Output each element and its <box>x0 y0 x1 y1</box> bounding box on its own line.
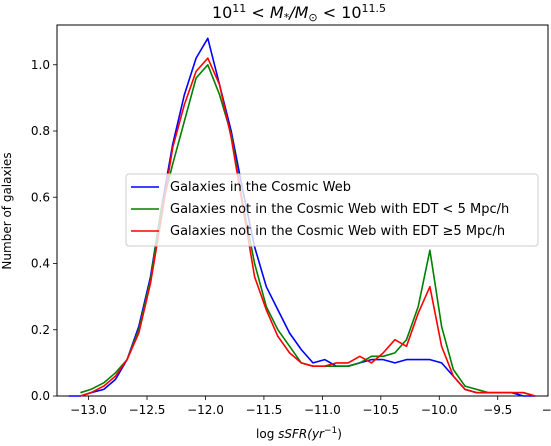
title-exponent: 11 <box>232 2 246 15</box>
legend-label-cosmic-web: Galaxies in the Cosmic Web <box>170 180 351 195</box>
plot-area-frame <box>56 24 549 397</box>
x-axis-title-exponent: −1 <box>324 426 337 436</box>
legend-label-not-cosmic-web-far: Galaxies not in the Cosmic Web with EDT … <box>170 224 505 239</box>
x-axis-title: log sSFR(yr−1) <box>256 426 342 441</box>
legend: Galaxies in the Cosmic Web Galaxies not … <box>125 173 539 247</box>
title-exponent: 11.5 <box>362 2 387 15</box>
title-part: < M <box>246 3 284 22</box>
title-part: < 10 <box>318 3 362 22</box>
x-tick-label: −10.0 <box>421 403 458 417</box>
y-axis-title: Number of galaxies <box>0 152 14 269</box>
title-subscript: * <box>284 11 290 24</box>
y-tick-label: 0.8 <box>31 124 50 138</box>
title-part: 10 <box>212 3 232 22</box>
title-part: /M <box>287 3 308 22</box>
legend-box <box>125 173 539 247</box>
y-tick-label: 0.2 <box>31 323 50 337</box>
x-axis-title-part: ) <box>337 427 342 441</box>
x-tick-label: −9.5 <box>483 403 512 417</box>
y-tick-label: 1.0 <box>31 58 50 72</box>
y-tick-label: 0.6 <box>31 190 50 204</box>
x-tick-label: −9.0 <box>542 403 551 417</box>
chart-title: 1011 < M*/M⊙ < 1011.5 <box>212 2 386 24</box>
x-axis-title-part: log <box>256 427 278 441</box>
x-tick-label: −12.0 <box>187 403 224 417</box>
x-axis-title-part: sSFR(yr <box>278 427 325 441</box>
x-tick-label: −10.5 <box>362 403 399 417</box>
legend-label-not-cosmic-web-near: Galaxies not in the Cosmic Web with EDT … <box>170 202 509 217</box>
x-tick-label: −11.5 <box>246 403 283 417</box>
y-tick-label: 0.4 <box>31 257 50 271</box>
y-axis: 0.0 0.2 0.4 0.6 0.8 1.0 <box>31 58 57 403</box>
x-axis: −13.0 −12.5 −12.0 −11.5 −11.0 −10.5 −10.0 −9.5 −… <box>70 396 551 417</box>
y-tick-label: 0.0 <box>31 389 50 403</box>
title-sun-symbol: ⊙ <box>308 11 317 24</box>
x-tick-label: −13.0 <box>70 403 107 417</box>
x-tick-label: −11.0 <box>304 403 341 417</box>
x-tick-label: −12.5 <box>129 403 166 417</box>
series-line-not-cosmic-web-far <box>80 57 536 397</box>
